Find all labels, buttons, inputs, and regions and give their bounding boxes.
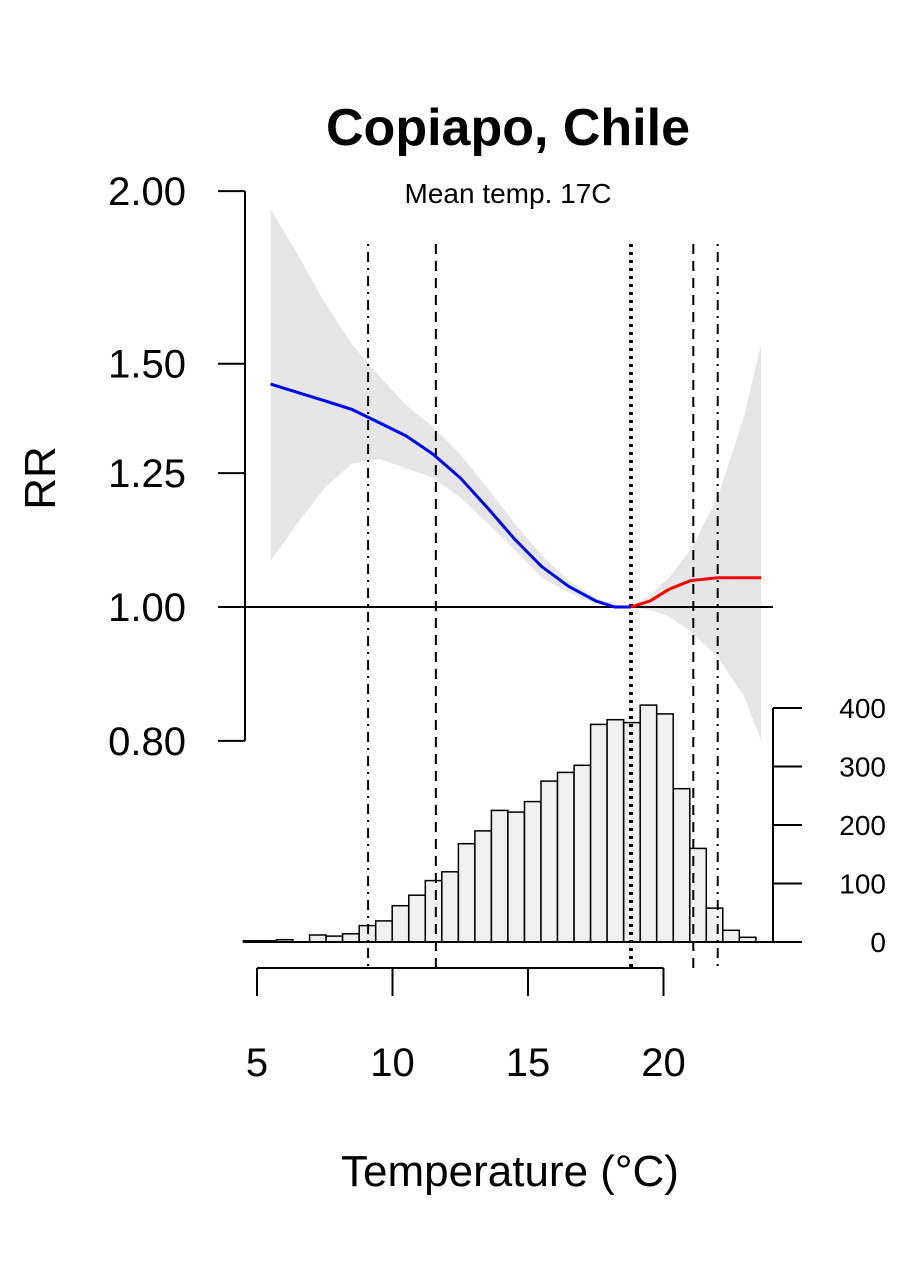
histogram-bar <box>508 812 525 942</box>
histogram-bar <box>723 930 740 942</box>
histogram-tick-label: 400 <box>839 693 886 724</box>
histogram-bar <box>607 720 624 942</box>
x-tick-label: 5 <box>246 1041 268 1085</box>
x-tick-label: 10 <box>370 1041 415 1085</box>
histogram-bar <box>409 895 426 942</box>
histogram-bar <box>525 802 542 942</box>
histogram-bar <box>591 724 608 942</box>
confidence-band-layer <box>271 209 761 741</box>
ci-band <box>271 209 761 741</box>
histogram-tick-label: 200 <box>839 810 886 841</box>
histogram-bar <box>706 908 723 942</box>
histogram-bar <box>541 781 558 942</box>
histogram-bar <box>574 765 591 942</box>
y-tick-label: 1.00 <box>108 586 186 630</box>
histogram-tick-label: 0 <box>870 927 886 958</box>
histogram-bar <box>491 810 508 942</box>
y-tick-label: 2.00 <box>108 170 186 214</box>
histogram-bar <box>690 848 707 942</box>
histogram-bar <box>310 935 327 942</box>
histogram-bar <box>343 934 360 942</box>
histogram-bar <box>442 872 459 942</box>
histogram-bar <box>376 921 393 942</box>
x-axis-label: Temperature (°C) <box>341 1147 679 1196</box>
y-axis-label: RR <box>16 446 65 510</box>
y-tick-label: 0.80 <box>108 720 186 764</box>
histogram-bar <box>640 705 657 942</box>
histogram-bar <box>657 714 674 942</box>
y-tick-label: 1.50 <box>108 343 186 387</box>
histogram-bar <box>558 772 575 942</box>
histogram-bar <box>673 789 690 942</box>
histogram-tick-label: 300 <box>839 752 886 783</box>
y-tick-label: 1.25 <box>108 452 186 496</box>
histogram-bar <box>392 906 409 942</box>
histogram-bar <box>458 844 475 942</box>
x-tick-label: 15 <box>506 1041 551 1085</box>
chart-subtitle: Mean temp. 17C <box>405 178 612 209</box>
histogram-bar <box>475 831 492 942</box>
histogram-bar <box>425 881 442 942</box>
x-tick-label: 20 <box>641 1041 686 1085</box>
histogram-tick-label: 100 <box>839 869 886 900</box>
chart-title: Copiapo, Chile <box>326 99 690 157</box>
